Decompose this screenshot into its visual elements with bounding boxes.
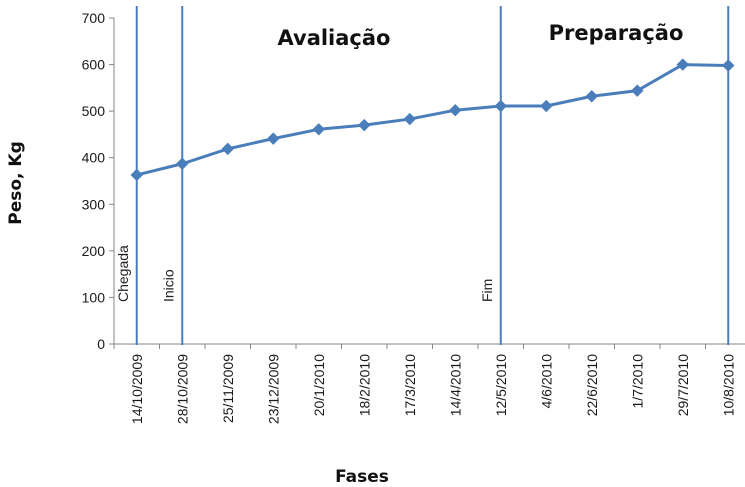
x-tick-label: 25/11/2009	[220, 354, 236, 423]
data-point	[176, 157, 189, 170]
data-point	[130, 168, 143, 182]
data-point	[221, 142, 234, 156]
series	[130, 58, 735, 182]
x-tick-label: 14/4/2010	[447, 354, 463, 416]
data-point	[312, 123, 325, 136]
phase-label-avaliacao: Avaliação	[278, 26, 391, 50]
y-axis-title: Peso, Kg	[6, 141, 26, 225]
data-point	[722, 59, 735, 72]
x-axis: 14/10/2009 28/10/2009 25/11/2009 23/12/2009…	[113, 343, 745, 424]
y-tick-label: 400	[82, 150, 106, 166]
x-tick-label: 29/7/2010	[675, 354, 691, 416]
y-tick-label: 0	[97, 336, 105, 352]
data-point	[267, 132, 280, 145]
x-tick-label: 10/8/2010	[720, 354, 736, 416]
x-tick-label: 18/2/2010	[356, 354, 372, 416]
data-point	[494, 99, 507, 113]
x-tick-label: 22/6/2010	[584, 354, 600, 416]
phase-label-preparacao: Preparação	[549, 21, 684, 45]
y-tick-label: 100	[82, 289, 106, 305]
x-tick-label: 14/10/2009	[129, 354, 145, 424]
vertical-marker-label: Fim	[479, 279, 495, 302]
y-tick-label: 700	[82, 10, 106, 26]
y-axis: 0 100 200 300 400 500 600 700	[82, 10, 115, 352]
y-tick-label: 500	[82, 103, 106, 119]
x-tick-label: 12/5/2010	[493, 354, 509, 416]
data-point	[585, 90, 598, 103]
data-point	[631, 84, 644, 97]
y-tick-label: 300	[82, 196, 106, 212]
vertical-markers: Chegada Inicio Fim	[115, 6, 730, 345]
vertical-marker-label: Chegada	[115, 245, 131, 302]
x-tick-label: 4/6/2010	[538, 354, 554, 409]
data-point	[449, 104, 462, 117]
x-tick-label: 1/7/2010	[629, 354, 645, 409]
x-tick-label: 17/3/2010	[402, 354, 418, 416]
x-tick-label: 28/10/2009	[174, 354, 190, 424]
y-tick-label: 200	[82, 243, 106, 259]
x-axis-title: Fases	[335, 467, 389, 487]
data-point	[676, 58, 689, 71]
x-tick-label: 20/1/2010	[311, 354, 327, 416]
data-point	[403, 112, 416, 126]
data-point	[358, 118, 371, 132]
data-point	[540, 99, 553, 113]
vertical-marker-label: Inicio	[160, 269, 176, 302]
x-tick-label: 23/12/2009	[265, 354, 281, 424]
y-tick-label: 600	[82, 57, 106, 73]
series-line	[136, 63, 729, 177]
